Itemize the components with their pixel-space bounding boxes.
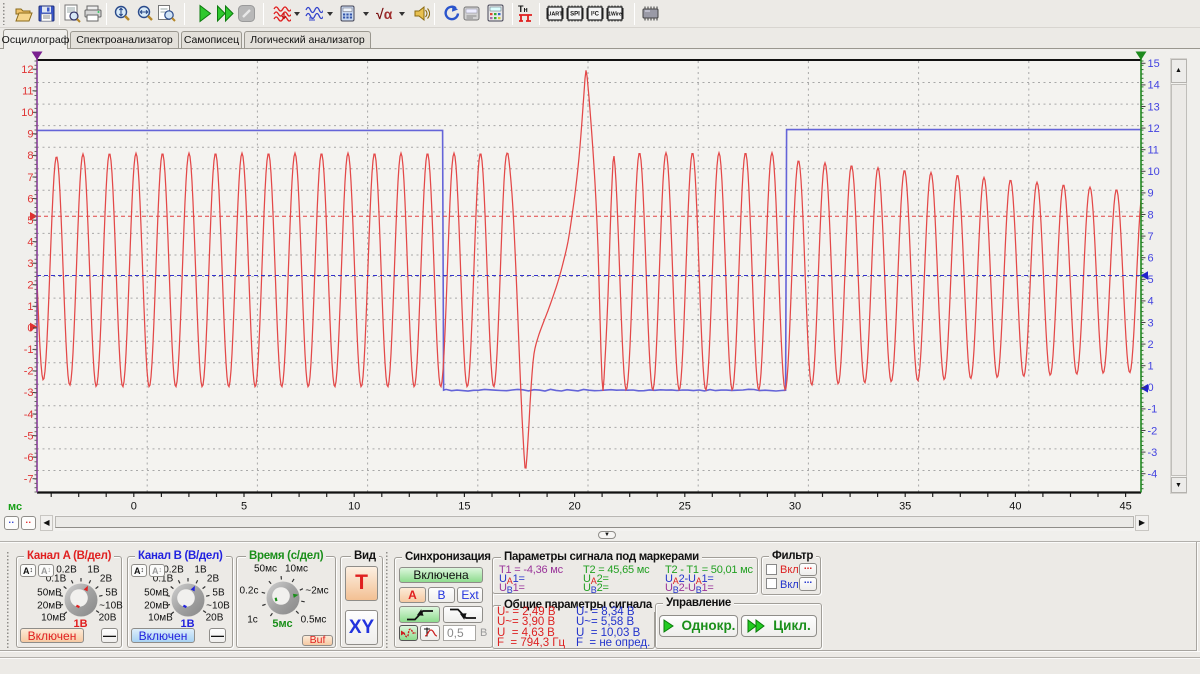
svg-text:5: 5 <box>1148 274 1154 286</box>
svg-text:3: 3 <box>1148 317 1154 329</box>
svg-text:-1: -1 <box>1148 404 1158 416</box>
svg-text:6: 6 <box>1148 253 1154 265</box>
svg-text:25: 25 <box>679 501 691 513</box>
svg-text:-7: -7 <box>24 473 34 485</box>
svg-text:-3: -3 <box>24 387 34 399</box>
svg-text:2: 2 <box>27 280 33 292</box>
svg-text:-5: -5 <box>24 430 34 442</box>
svg-text:0: 0 <box>1148 382 1154 394</box>
svg-text:15: 15 <box>458 501 470 513</box>
svg-text:-2: -2 <box>24 366 34 378</box>
svg-text:10: 10 <box>348 501 360 513</box>
svg-text:15: 15 <box>1148 58 1160 70</box>
svg-text:11: 11 <box>22 86 33 98</box>
svg-text:7: 7 <box>1148 231 1154 243</box>
svg-text:6: 6 <box>27 193 33 205</box>
svg-text:45: 45 <box>1119 501 1131 513</box>
svg-text:12: 12 <box>1148 123 1160 135</box>
svg-text:4: 4 <box>1148 296 1154 308</box>
svg-text:10: 10 <box>21 107 33 119</box>
svg-text:5: 5 <box>241 501 247 513</box>
svg-text:0: 0 <box>131 501 137 513</box>
svg-text:3: 3 <box>27 258 33 270</box>
svg-text:-2: -2 <box>1148 425 1158 437</box>
svg-text:-4: -4 <box>1148 469 1158 481</box>
svg-text:Тн: Тн <box>518 4 528 14</box>
svg-text:14: 14 <box>1148 80 1160 92</box>
svg-text:8: 8 <box>27 150 33 162</box>
svg-text:35: 35 <box>899 501 911 513</box>
svg-text:2: 2 <box>1148 339 1154 351</box>
svg-text:1: 1 <box>27 301 33 313</box>
svg-text:4: 4 <box>27 236 33 248</box>
svg-text:11: 11 <box>1148 145 1159 157</box>
svg-text:1Wire: 1Wire <box>608 12 622 18</box>
svg-text:-6: -6 <box>24 452 34 464</box>
svg-text:1: 1 <box>1148 361 1154 373</box>
svg-text:8: 8 <box>1148 209 1154 221</box>
svg-text:9: 9 <box>27 129 33 141</box>
svg-text:13: 13 <box>1148 101 1160 113</box>
svg-text:-3: -3 <box>1148 447 1158 459</box>
svg-text:40: 40 <box>1009 501 1021 513</box>
svg-text:9: 9 <box>1148 188 1154 200</box>
svg-text:-4: -4 <box>24 409 34 421</box>
svg-text:I²C: I²C <box>591 11 600 18</box>
svg-text:UART: UART <box>547 12 563 18</box>
svg-text:7: 7 <box>27 172 33 184</box>
svg-text:0: 0 <box>27 323 33 335</box>
svg-text:30: 30 <box>789 501 801 513</box>
svg-text:10: 10 <box>1148 166 1160 178</box>
svg-text:20: 20 <box>568 501 580 513</box>
svg-text:12: 12 <box>21 64 33 76</box>
svg-text:SPI: SPI <box>570 12 580 18</box>
svg-text:5: 5 <box>27 215 33 227</box>
svg-text:-1: -1 <box>24 344 34 356</box>
svg-text:мс: мс <box>8 501 22 513</box>
